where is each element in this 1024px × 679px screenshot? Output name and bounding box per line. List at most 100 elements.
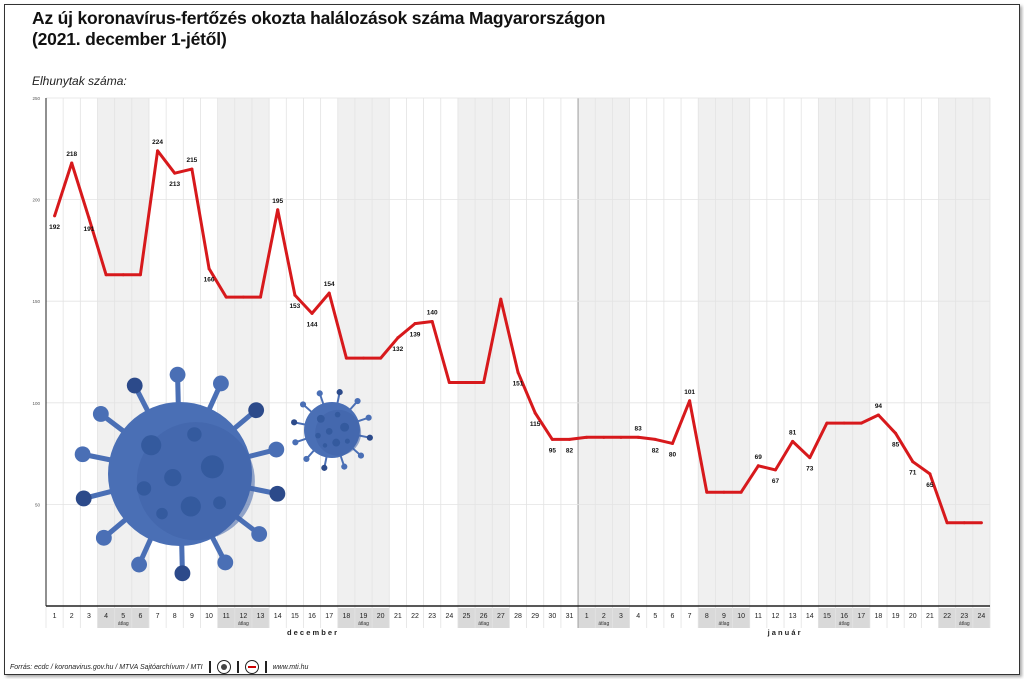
x-tick-label: 9 bbox=[722, 613, 726, 620]
virus-dot bbox=[344, 438, 350, 444]
weekend-axis-band bbox=[578, 608, 630, 628]
virus-dot bbox=[332, 438, 341, 447]
virus-spike-tip bbox=[269, 485, 286, 502]
virus-spike-tip bbox=[365, 414, 372, 421]
data-label: 67 bbox=[772, 478, 780, 485]
x-tick-label: 14 bbox=[806, 613, 814, 620]
data-label: 71 bbox=[909, 470, 917, 477]
data-label: 151 bbox=[513, 380, 524, 387]
virus-spike-tip bbox=[316, 390, 323, 397]
data-label: 191 bbox=[83, 226, 94, 233]
x-tick-label: 19 bbox=[360, 613, 368, 620]
data-point bbox=[567, 437, 571, 441]
y-tick-label: 150 bbox=[32, 299, 40, 304]
data-point bbox=[344, 356, 348, 360]
data-label: 192 bbox=[49, 224, 60, 231]
x-tick-label: 7 bbox=[156, 613, 160, 620]
data-point bbox=[224, 295, 228, 299]
virus-spike-tip bbox=[268, 441, 285, 458]
data-label: 215 bbox=[186, 157, 197, 164]
data-point bbox=[808, 456, 812, 460]
data-point bbox=[430, 320, 434, 324]
website-text: www.mti.hu bbox=[272, 663, 309, 671]
x-tick-label: 29 bbox=[531, 613, 539, 620]
data-point bbox=[190, 167, 194, 171]
x-tick-label: 15 bbox=[291, 613, 299, 620]
data-point bbox=[53, 214, 57, 218]
weekend-band bbox=[698, 98, 750, 606]
data-point bbox=[911, 460, 915, 464]
data-label: 195 bbox=[272, 198, 283, 205]
data-point bbox=[121, 273, 125, 277]
data-label: 80 bbox=[669, 451, 677, 458]
virus-small-icon bbox=[291, 389, 373, 471]
virus-spike-tip bbox=[169, 366, 186, 383]
x-tick-label: 24 bbox=[978, 613, 986, 620]
data-point bbox=[138, 273, 142, 277]
virus-dot bbox=[315, 432, 321, 439]
weekend-band bbox=[938, 98, 990, 606]
weekend-band bbox=[578, 98, 630, 606]
data-label: 144 bbox=[307, 321, 318, 328]
virus-spike-tip bbox=[357, 452, 365, 459]
month-label: d e c e m b e r bbox=[287, 628, 337, 637]
mtva-logo-icon bbox=[244, 660, 259, 674]
data-point bbox=[739, 490, 743, 494]
x-tick-label: 2 bbox=[602, 613, 606, 620]
weekend-label: átlag bbox=[118, 621, 129, 627]
data-point bbox=[276, 208, 280, 212]
footer-separator bbox=[208, 661, 211, 673]
data-label: 73 bbox=[806, 466, 814, 473]
virus-spike-tip bbox=[75, 490, 92, 507]
data-point bbox=[979, 521, 983, 525]
data-label: 213 bbox=[169, 181, 180, 188]
data-point bbox=[310, 311, 314, 315]
virus-spike-tip bbox=[131, 556, 148, 573]
weekend-axis-band bbox=[818, 608, 870, 628]
data-point bbox=[842, 421, 846, 425]
virus-dot bbox=[187, 427, 202, 442]
virus-spike-tip bbox=[92, 406, 109, 422]
weekend-label: átlag bbox=[598, 621, 609, 627]
weekend-axis-band bbox=[938, 608, 990, 628]
data-label: 83 bbox=[635, 425, 643, 432]
data-point bbox=[241, 295, 245, 299]
x-tick-label: 11 bbox=[755, 613, 762, 620]
month-label: j a n u á r bbox=[767, 628, 801, 637]
data-point bbox=[653, 437, 657, 441]
weekend-label: átlag bbox=[358, 621, 369, 627]
virus-dot bbox=[322, 443, 328, 448]
data-label: 82 bbox=[566, 447, 574, 454]
x-tick-label: 23 bbox=[960, 613, 968, 620]
data-point bbox=[447, 380, 451, 384]
data-point bbox=[259, 295, 263, 299]
data-label: 153 bbox=[289, 303, 300, 310]
data-label: 81 bbox=[789, 429, 797, 436]
data-point bbox=[104, 273, 108, 277]
data-label: 115 bbox=[530, 421, 541, 428]
title-line-1: Az új koronavírus-fertőzés okozta halálo… bbox=[32, 8, 606, 28]
data-point bbox=[550, 437, 554, 441]
data-point bbox=[791, 439, 795, 443]
data-label: 132 bbox=[392, 346, 403, 353]
data-point bbox=[602, 435, 606, 439]
data-point bbox=[327, 291, 331, 295]
data-point bbox=[207, 267, 211, 271]
x-tick-label: 24 bbox=[445, 613, 453, 620]
x-tick-label: 10 bbox=[737, 613, 745, 620]
x-tick-label: 22 bbox=[943, 613, 951, 620]
weekend-band bbox=[337, 98, 390, 606]
data-point bbox=[876, 413, 880, 417]
x-tick-label: 2 bbox=[70, 613, 74, 620]
data-label: 85 bbox=[892, 441, 900, 448]
y-tick-label: 200 bbox=[32, 198, 40, 203]
x-tick-label: 20 bbox=[377, 613, 385, 620]
y-tick-label: 50 bbox=[35, 502, 41, 507]
virus-spike-tip bbox=[341, 463, 348, 470]
data-point bbox=[894, 431, 898, 435]
virus-spike-tip bbox=[354, 397, 361, 405]
x-tick-label: 10 bbox=[205, 613, 213, 620]
weekend-label: átlag bbox=[238, 621, 249, 627]
footer-separator bbox=[236, 661, 239, 673]
data-point bbox=[636, 435, 640, 439]
